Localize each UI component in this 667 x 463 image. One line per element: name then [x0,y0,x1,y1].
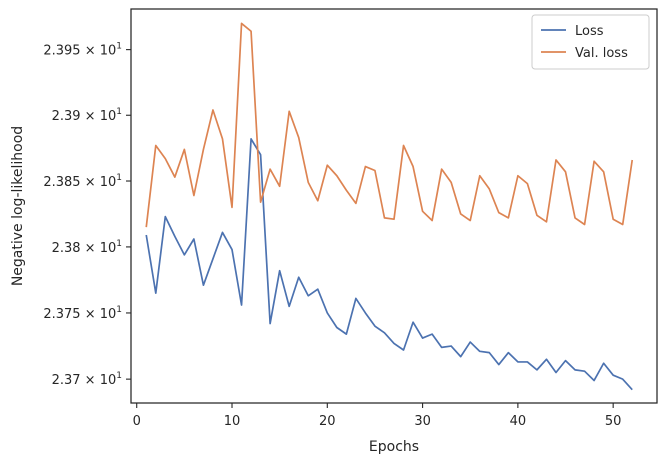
y-tick-exponent: 1 [116,371,122,381]
y-tick-mantissa: 2.395 × 10 [43,44,116,59]
y-tick-label: 2.38 × 101 [52,239,122,256]
x-tick-label: 10 [224,414,241,429]
y-tick-mantissa: 2.38 × 10 [52,241,117,256]
x-tick-label: 40 [510,414,527,429]
legend-label: Val. loss [575,46,628,61]
y-tick-label: 2.395 × 101 [43,42,122,59]
series-lines [145,22,634,391]
x-tick-label: 20 [319,414,336,429]
x-axis-ticks: 0 10 20 30 40 50 [133,403,622,429]
legend: Loss Val. loss [531,14,650,70]
y-tick-exponent: 1 [116,42,122,52]
x-tick-label: 50 [605,414,622,429]
y-tick-mantissa: 2.37 × 10 [52,373,117,388]
series-line-val-loss [145,22,634,228]
y-tick-exponent: 1 [116,107,122,117]
y-tick-exponent: 1 [116,173,122,183]
y-tick-mantissa: 2.375 × 10 [43,307,116,322]
y-tick-label: 2.385 × 101 [43,173,122,190]
y-tick-mantissa: 2.39 × 10 [52,109,117,124]
series-line-loss [145,138,633,391]
y-tick-label: 2.375 × 101 [43,305,122,322]
plot-frame [130,8,658,404]
x-tick-label: 30 [414,414,431,429]
x-axis-label: Epochs [369,439,419,455]
x-tick-label: 0 [133,414,141,429]
legend-label: Loss [575,24,604,39]
y-tick-mantissa: 2.385 × 10 [43,175,116,190]
legend-box [531,14,650,70]
y-tick-label: 2.39 × 101 [52,107,122,124]
y-axis-label: Negative log-likelihood [10,126,26,286]
y-tick-label: 2.37 × 101 [52,371,122,388]
y-tick-exponent: 1 [116,305,122,315]
y-tick-exponent: 1 [116,239,122,249]
